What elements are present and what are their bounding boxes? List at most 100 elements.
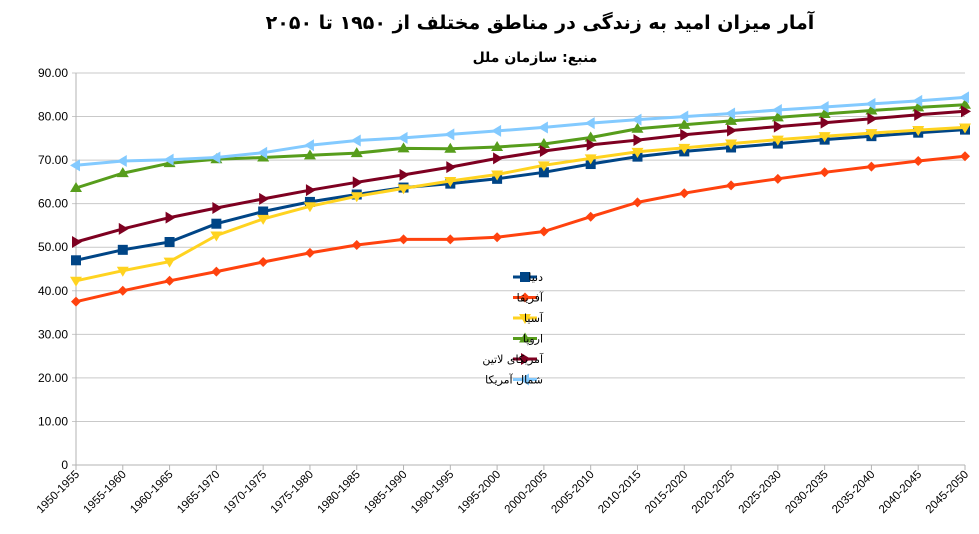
data-point [397, 142, 410, 153]
data-point [959, 91, 969, 104]
data-point [303, 139, 314, 152]
data-point [586, 138, 597, 151]
data-point [960, 151, 970, 162]
legend-swatch-marker [520, 292, 530, 303]
data-point [444, 128, 455, 141]
data-point [680, 128, 691, 141]
data-point [631, 113, 642, 126]
legend-swatch-marker [519, 373, 529, 386]
legend-swatch-marker [521, 353, 531, 365]
data-point [350, 134, 361, 147]
data-point [444, 177, 457, 188]
data-point [820, 116, 831, 129]
data-point [212, 202, 223, 215]
data-point [585, 211, 596, 222]
data-point [538, 226, 549, 237]
data-point [537, 161, 550, 172]
data-point [913, 155, 924, 166]
data-point [350, 192, 363, 203]
x-tick-label: 1990-1995 [409, 469, 456, 516]
legend-swatch-marker [520, 272, 530, 282]
x-tick-label: 2000-2005 [503, 469, 550, 516]
data-point [71, 296, 81, 307]
data-point [865, 129, 878, 140]
data-point [116, 266, 129, 277]
x-tick-label: 1985-1990 [362, 469, 409, 516]
data-point [539, 144, 550, 157]
legend-label: آسیا [524, 311, 544, 325]
data-point [959, 123, 971, 134]
data-point [305, 184, 316, 197]
data-point [865, 104, 878, 115]
x-tick-label: 1960-1965 [128, 469, 175, 516]
x-tick-label: 2030-2035 [783, 469, 830, 516]
gridlines [72, 72, 965, 466]
data-point [211, 218, 222, 229]
legend-label: شمال آمریکا [485, 373, 543, 387]
x-tick-label: 2035-2040 [830, 469, 877, 516]
series-line [75, 103, 966, 190]
series-line [75, 125, 966, 283]
series-line [75, 154, 966, 304]
x-tick-label: 2015-2020 [643, 469, 690, 516]
data-point [118, 222, 129, 235]
data-point [771, 135, 784, 146]
data-point [912, 94, 923, 107]
y-tick-label: 60.00 [38, 197, 68, 211]
data-point [117, 244, 128, 255]
data-point [914, 108, 925, 121]
data-point [726, 180, 737, 191]
data-point [351, 240, 362, 251]
legend-label: اروپا [523, 333, 543, 346]
y-tick-label: 40.00 [38, 284, 68, 298]
data-point [398, 234, 409, 245]
series-2 [71, 151, 970, 307]
data-point [303, 149, 316, 160]
data-point [912, 126, 925, 137]
chart-title: آمار میزان امید به زندگی در مناطق مختلف … [266, 10, 815, 34]
data-point [818, 107, 831, 118]
data-point [772, 173, 783, 184]
x-tick-label: 1980-1985 [315, 469, 362, 516]
data-point [725, 107, 736, 120]
x-tick-label: 1975-1980 [269, 469, 316, 516]
data-point [537, 121, 548, 134]
data-point [164, 236, 175, 247]
x-axis-tick-labels: 1950-1955 1955-1960 1960-1965 1965-1970 1970… [35, 469, 971, 516]
data-point [116, 154, 127, 167]
data-point [304, 247, 315, 258]
data-point [257, 151, 270, 162]
y-tick-label: 90.00 [38, 66, 68, 80]
data-point [538, 167, 549, 178]
data-point [163, 257, 176, 268]
x-tick-label: 2045-2050 [924, 469, 971, 516]
data-point [491, 141, 504, 152]
data-point [866, 161, 877, 172]
data-point [258, 206, 269, 217]
data-point [258, 257, 269, 268]
data-point [259, 192, 270, 205]
x-tick-label: 2025-2030 [737, 469, 784, 516]
data-point [961, 105, 971, 118]
data-point [679, 188, 690, 199]
data-point [631, 122, 644, 133]
data-point [773, 120, 784, 133]
data-point [211, 266, 222, 277]
data-point [818, 132, 831, 143]
data-point [446, 161, 457, 174]
data-point [257, 146, 268, 159]
series-lines [70, 91, 971, 307]
data-point [632, 197, 643, 208]
y-axis-tick-labels: 0 10.00 20.00 30.00 40.00 50.00 60.00 70.00 80.0… [38, 66, 68, 472]
x-tick-label: 2005-2010 [549, 469, 596, 516]
data-point [72, 235, 82, 248]
data-point [210, 151, 221, 164]
x-tick-label: 1995-2000 [456, 469, 503, 516]
axes [75, 73, 966, 470]
x-tick-label: 2020-2025 [690, 469, 737, 516]
data-point [631, 147, 644, 158]
series-5 [72, 105, 971, 248]
data-point [865, 97, 876, 110]
legend-swatch-marker [519, 314, 531, 324]
